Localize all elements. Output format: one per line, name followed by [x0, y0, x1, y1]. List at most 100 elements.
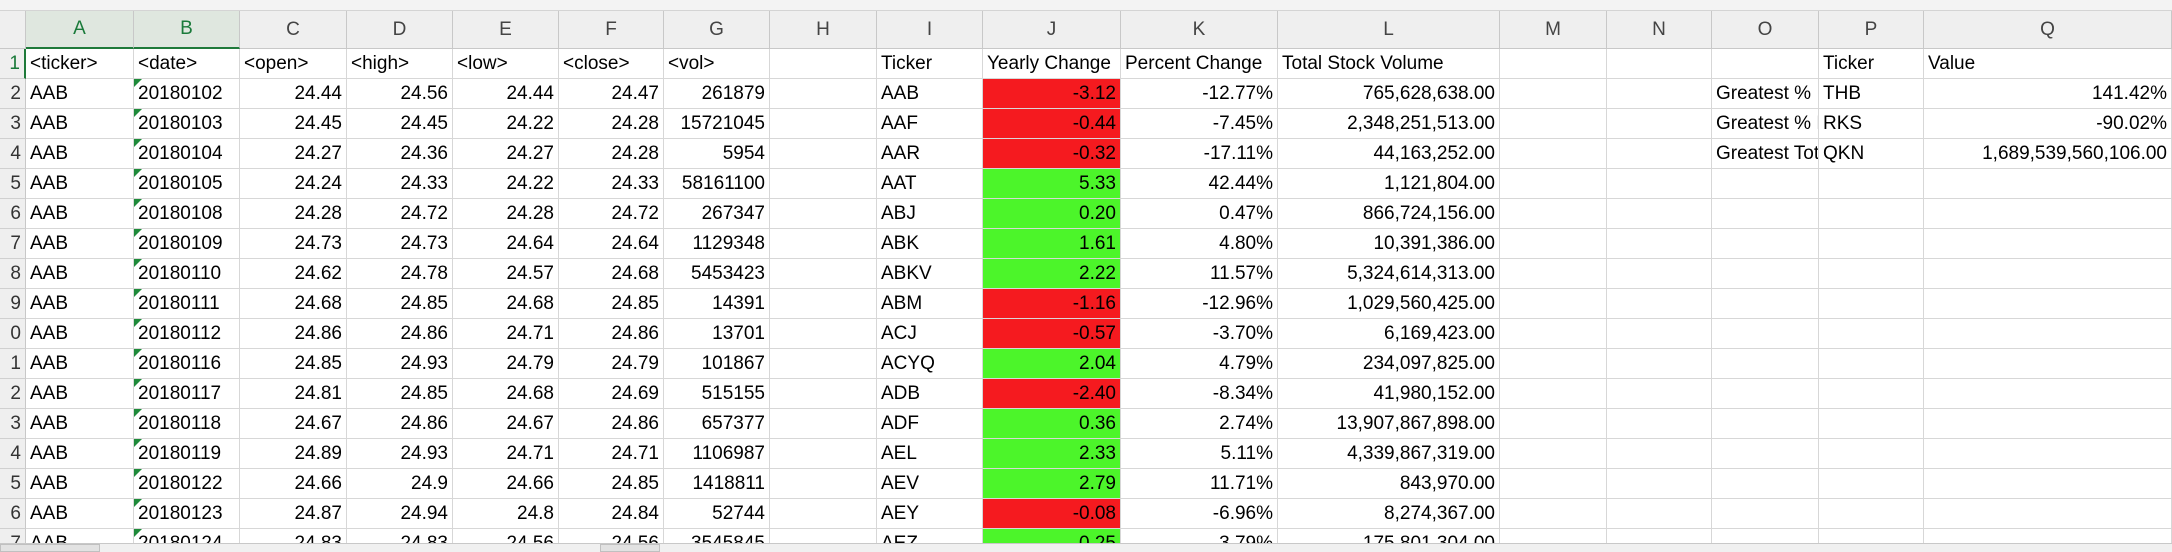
greatest-ticker-cell[interactable]: THB	[1819, 79, 1924, 109]
total-volume-cell[interactable]: 1,029,560,425.00	[1278, 289, 1500, 319]
percent-change-cell[interactable]: 4.80%	[1121, 229, 1278, 259]
data-cell[interactable]: 24.87	[240, 499, 347, 529]
yearly-change-cell[interactable]: 2.22	[983, 259, 1121, 289]
empty-cell[interactable]	[770, 49, 877, 79]
row-header[interactable]: 0	[0, 319, 26, 349]
percent-change-cell[interactable]: -7.45%	[1121, 109, 1278, 139]
percent-change-cell[interactable]: -12.77%	[1121, 79, 1278, 109]
data-cell[interactable]: 24.56	[347, 79, 453, 109]
percent-change-cell[interactable]: 5.11%	[1121, 439, 1278, 469]
total-volume-cell[interactable]: 41,980,152.00	[1278, 379, 1500, 409]
empty-cell[interactable]	[1500, 379, 1607, 409]
empty-cell[interactable]	[1607, 289, 1712, 319]
summary-ticker-cell[interactable]: ACYQ	[877, 349, 983, 379]
empty-cell[interactable]	[1819, 409, 1924, 439]
date-cell[interactable]: 20180119	[134, 439, 240, 469]
empty-cell[interactable]	[1924, 169, 2172, 199]
data-cell[interactable]: AAB	[26, 259, 134, 289]
data-cell[interactable]: 24.86	[559, 319, 664, 349]
row-header[interactable]: 8	[0, 259, 26, 289]
data-cell[interactable]: 24.72	[347, 199, 453, 229]
data-cell[interactable]: 5453423	[664, 259, 770, 289]
date-cell[interactable]: 20180109	[134, 229, 240, 259]
empty-cell[interactable]	[1607, 169, 1712, 199]
empty-cell[interactable]	[1924, 379, 2172, 409]
empty-cell[interactable]	[1500, 409, 1607, 439]
header-cell[interactable]: <date>	[134, 49, 240, 79]
empty-cell[interactable]	[1500, 229, 1607, 259]
empty-cell[interactable]	[1819, 199, 1924, 229]
column-header-j[interactable]: J	[983, 11, 1121, 49]
data-cell[interactable]: 24.73	[347, 229, 453, 259]
yearly-change-cell[interactable]: 2.04	[983, 349, 1121, 379]
data-cell[interactable]: 24.28	[559, 109, 664, 139]
summary-ticker-cell[interactable]: ABJ	[877, 199, 983, 229]
empty-cell[interactable]	[1607, 139, 1712, 169]
total-volume-cell[interactable]: 4,339,867,319.00	[1278, 439, 1500, 469]
empty-cell[interactable]	[1924, 439, 2172, 469]
empty-cell[interactable]	[770, 139, 877, 169]
data-cell[interactable]: AAB	[26, 319, 134, 349]
empty-cell[interactable]	[1819, 289, 1924, 319]
greatest-label-cell[interactable]: Greatest Total Volume	[1712, 139, 1819, 169]
data-cell[interactable]: AAB	[26, 349, 134, 379]
empty-cell[interactable]	[1712, 229, 1819, 259]
column-header-g[interactable]: G	[664, 11, 770, 49]
empty-cell[interactable]	[1712, 349, 1819, 379]
header-cell[interactable]: <ticker>	[26, 49, 134, 79]
column-header-p[interactable]: P	[1819, 11, 1924, 49]
empty-cell[interactable]	[1819, 349, 1924, 379]
percent-change-cell[interactable]: -6.96%	[1121, 499, 1278, 529]
date-cell[interactable]: 20180103	[134, 109, 240, 139]
empty-cell[interactable]	[1500, 349, 1607, 379]
greatest-value-cell[interactable]: -90.02%	[1924, 109, 2172, 139]
summary-header-cell[interactable]: Percent Change	[1121, 49, 1278, 79]
total-volume-cell[interactable]: 8,274,367.00	[1278, 499, 1500, 529]
data-cell[interactable]: 24.22	[453, 109, 559, 139]
row-header[interactable]: 1	[0, 349, 26, 379]
row-header[interactable]: 4	[0, 139, 26, 169]
empty-cell[interactable]	[1607, 229, 1712, 259]
data-cell[interactable]: 24.69	[559, 379, 664, 409]
data-cell[interactable]: 24.78	[347, 259, 453, 289]
percent-change-cell[interactable]: 4.79%	[1121, 349, 1278, 379]
date-cell[interactable]: 20180117	[134, 379, 240, 409]
data-cell[interactable]: AAB	[26, 199, 134, 229]
empty-cell[interactable]	[1819, 379, 1924, 409]
data-cell[interactable]: 24.8	[453, 499, 559, 529]
yearly-change-cell[interactable]: -0.57	[983, 319, 1121, 349]
column-header-f[interactable]: F	[559, 11, 664, 49]
empty-cell[interactable]	[770, 199, 877, 229]
empty-cell[interactable]	[1819, 169, 1924, 199]
data-cell[interactable]: 15721045	[664, 109, 770, 139]
percent-change-cell[interactable]: 0.47%	[1121, 199, 1278, 229]
total-volume-cell[interactable]: 13,907,867,898.00	[1278, 409, 1500, 439]
greatest-header-cell[interactable]: Value	[1924, 49, 2172, 79]
date-cell[interactable]: 20180102	[134, 79, 240, 109]
empty-cell[interactable]	[1500, 319, 1607, 349]
date-cell[interactable]: 20180105	[134, 169, 240, 199]
data-cell[interactable]: 24.71	[453, 439, 559, 469]
empty-cell[interactable]	[1607, 439, 1712, 469]
data-cell[interactable]: 24.27	[240, 139, 347, 169]
data-cell[interactable]: 24.44	[240, 79, 347, 109]
total-volume-cell[interactable]: 1,121,804.00	[1278, 169, 1500, 199]
column-header-a[interactable]: A	[26, 11, 134, 49]
data-cell[interactable]: 24.28	[240, 199, 347, 229]
empty-cell[interactable]	[1500, 169, 1607, 199]
date-cell[interactable]: 20180111	[134, 289, 240, 319]
empty-cell[interactable]	[1924, 409, 2172, 439]
percent-change-cell[interactable]: 42.44%	[1121, 169, 1278, 199]
row-header[interactable]: 6	[0, 199, 26, 229]
data-cell[interactable]: 24.33	[347, 169, 453, 199]
data-cell[interactable]: AAB	[26, 109, 134, 139]
column-header-n[interactable]: N	[1607, 11, 1712, 49]
empty-cell[interactable]	[1819, 499, 1924, 529]
data-cell[interactable]: 24.86	[347, 409, 453, 439]
yearly-change-cell[interactable]: -0.32	[983, 139, 1121, 169]
greatest-value-cell[interactable]: 1,689,539,560,106.00	[1924, 139, 2172, 169]
data-cell[interactable]: 1129348	[664, 229, 770, 259]
data-cell[interactable]: 14391	[664, 289, 770, 319]
empty-cell[interactable]	[1500, 289, 1607, 319]
data-cell[interactable]: 24.27	[453, 139, 559, 169]
